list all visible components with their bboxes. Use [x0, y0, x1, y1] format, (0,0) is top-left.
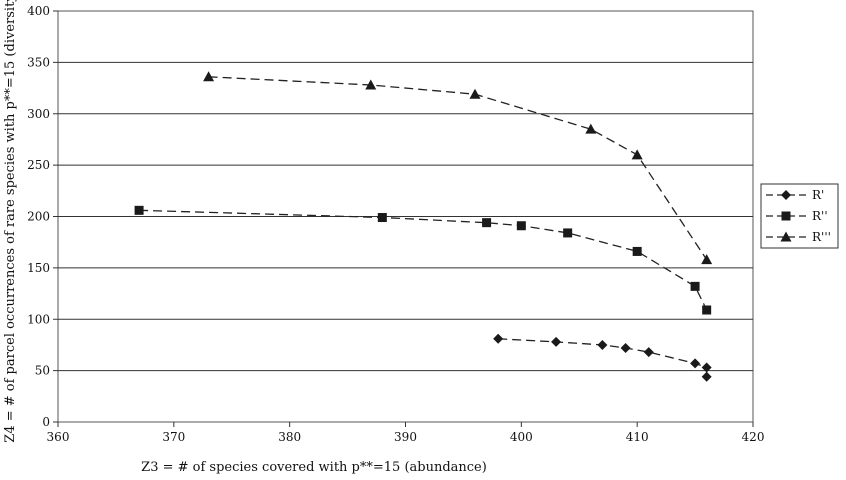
- data-point: [597, 339, 608, 350]
- data-point: [620, 343, 631, 354]
- legend-label: R'': [812, 209, 828, 223]
- series-line: [208, 76, 708, 261]
- y-tick-label: 150: [27, 261, 50, 275]
- data-point: [482, 218, 492, 228]
- y-tick-label: 400: [27, 4, 50, 18]
- x-tick-label: 420: [742, 430, 765, 444]
- x-tick-label: 380: [278, 430, 301, 444]
- data-point: [701, 371, 712, 382]
- data-point: [134, 205, 144, 215]
- legend-marker: [781, 190, 791, 200]
- y-axis-title: Z4 = # of parcel occurrences of rare spe…: [3, 0, 18, 443]
- legend: R' R'' R''': [760, 183, 839, 249]
- y-tick-label: 100: [27, 312, 50, 326]
- data-point: [690, 358, 701, 369]
- series-line: [139, 209, 708, 311]
- data-point: [365, 79, 377, 90]
- legend-label: R': [812, 188, 824, 202]
- x-tick-label: 410: [626, 430, 649, 444]
- x-tick-label: 390: [394, 430, 417, 444]
- data-point: [469, 88, 481, 99]
- x-tick-label: 400: [510, 430, 533, 444]
- legend-marker: [780, 231, 792, 242]
- y-tick-label: 200: [27, 210, 50, 224]
- x-axis-title: Z3 = # of species covered with p**=15 (a…: [141, 460, 487, 475]
- data-point: [585, 123, 597, 134]
- data-point: [701, 362, 712, 373]
- series-group: [134, 71, 713, 382]
- y-tick-label: 300: [27, 107, 50, 121]
- data-point: [377, 213, 387, 223]
- data-point: [702, 305, 712, 315]
- series-1: [493, 333, 712, 382]
- y-tick-label: 250: [27, 158, 50, 172]
- y-tick-label: 50: [35, 364, 50, 378]
- y-tick-label: 0: [42, 415, 50, 429]
- data-point: [643, 347, 654, 358]
- data-point: [563, 228, 573, 238]
- data-point: [551, 336, 562, 347]
- legend-entry: R'': [766, 209, 828, 223]
- y-tick-label: 350: [27, 55, 50, 69]
- data-point: [632, 246, 642, 256]
- x-tick-label: 370: [162, 430, 185, 444]
- series-3: [203, 71, 713, 265]
- data-point: [516, 221, 526, 231]
- legend-entry: R''': [766, 230, 831, 244]
- series-2: [134, 205, 712, 315]
- legend-entry: R': [766, 188, 824, 202]
- axes: 0 50 100 150 200 250 300 350 400 360 370 380 390 400 4…: [27, 4, 764, 444]
- data-point: [690, 281, 700, 291]
- grid-lines: [58, 61, 753, 372]
- legend-marker: [781, 211, 791, 221]
- x-tick-label: 360: [47, 430, 70, 444]
- data-point: [203, 71, 215, 82]
- data-point: [493, 333, 504, 344]
- data-point: [701, 254, 713, 265]
- legend-label: R''': [812, 230, 831, 244]
- data-point: [631, 149, 643, 160]
